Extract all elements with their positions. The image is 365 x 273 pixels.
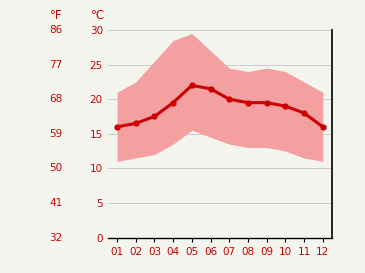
Text: 77: 77 <box>50 60 63 70</box>
Text: 68: 68 <box>50 94 63 104</box>
Text: 86: 86 <box>50 25 63 35</box>
Text: 32: 32 <box>50 233 63 242</box>
Text: 41: 41 <box>50 198 63 208</box>
Text: °C: °C <box>91 9 105 22</box>
Text: 50: 50 <box>50 163 63 173</box>
Text: °F: °F <box>50 9 63 22</box>
Text: 59: 59 <box>50 129 63 139</box>
